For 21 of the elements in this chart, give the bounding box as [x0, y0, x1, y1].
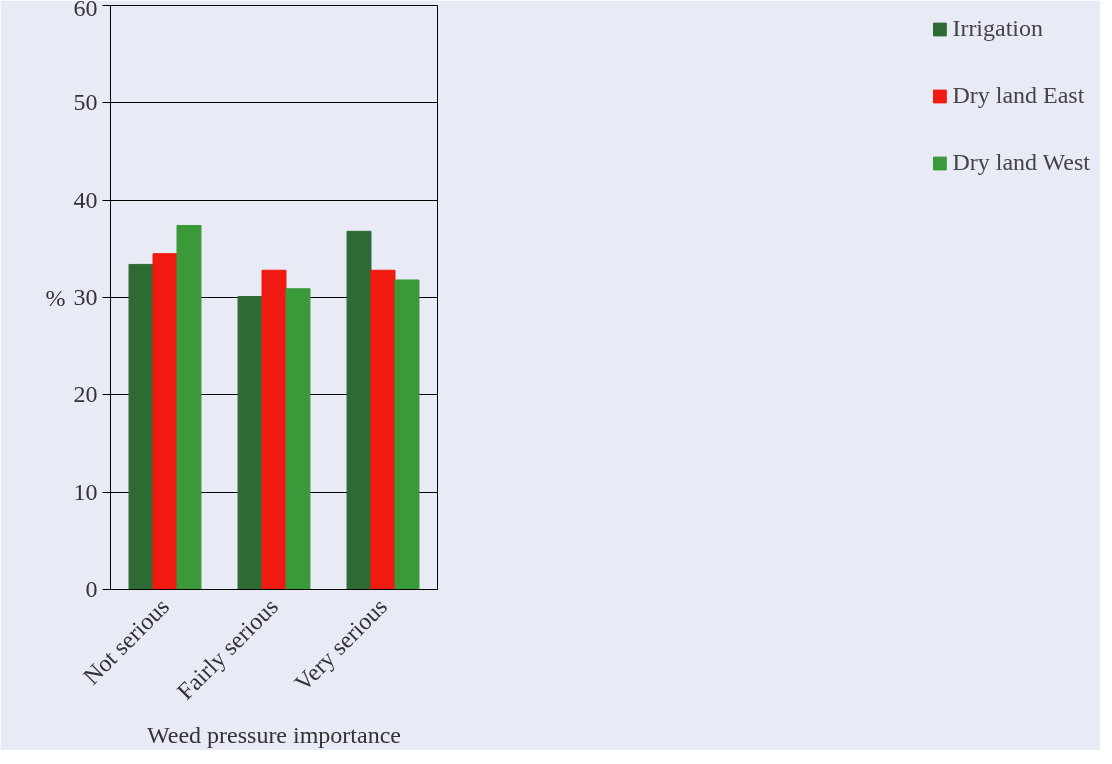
y-tick-label: 50	[73, 89, 98, 116]
legend-label: Irrigation	[952, 15, 1044, 42]
legend-label: Dry land West	[952, 149, 1090, 176]
legend-label: Dry land East	[952, 82, 1085, 109]
y-tick-label: 40	[73, 186, 98, 213]
y-tick-label: 30	[73, 284, 98, 310]
bar	[346, 230, 372, 590]
y-tick-label: 10	[73, 478, 98, 505]
bar	[394, 279, 420, 590]
bar	[237, 296, 263, 590]
y-tick-label: 20	[73, 381, 98, 408]
bar	[152, 253, 178, 590]
y-axis-title: %	[45, 284, 66, 311]
y-tick-label: 0	[85, 576, 98, 602]
bar	[370, 269, 396, 590]
bar	[261, 269, 287, 590]
x-axis-title: Weed pressure importance	[147, 721, 401, 748]
y-tick-label: 60	[73, 0, 98, 21]
bar	[128, 263, 154, 590]
bar	[176, 224, 202, 590]
bar	[285, 288, 311, 590]
